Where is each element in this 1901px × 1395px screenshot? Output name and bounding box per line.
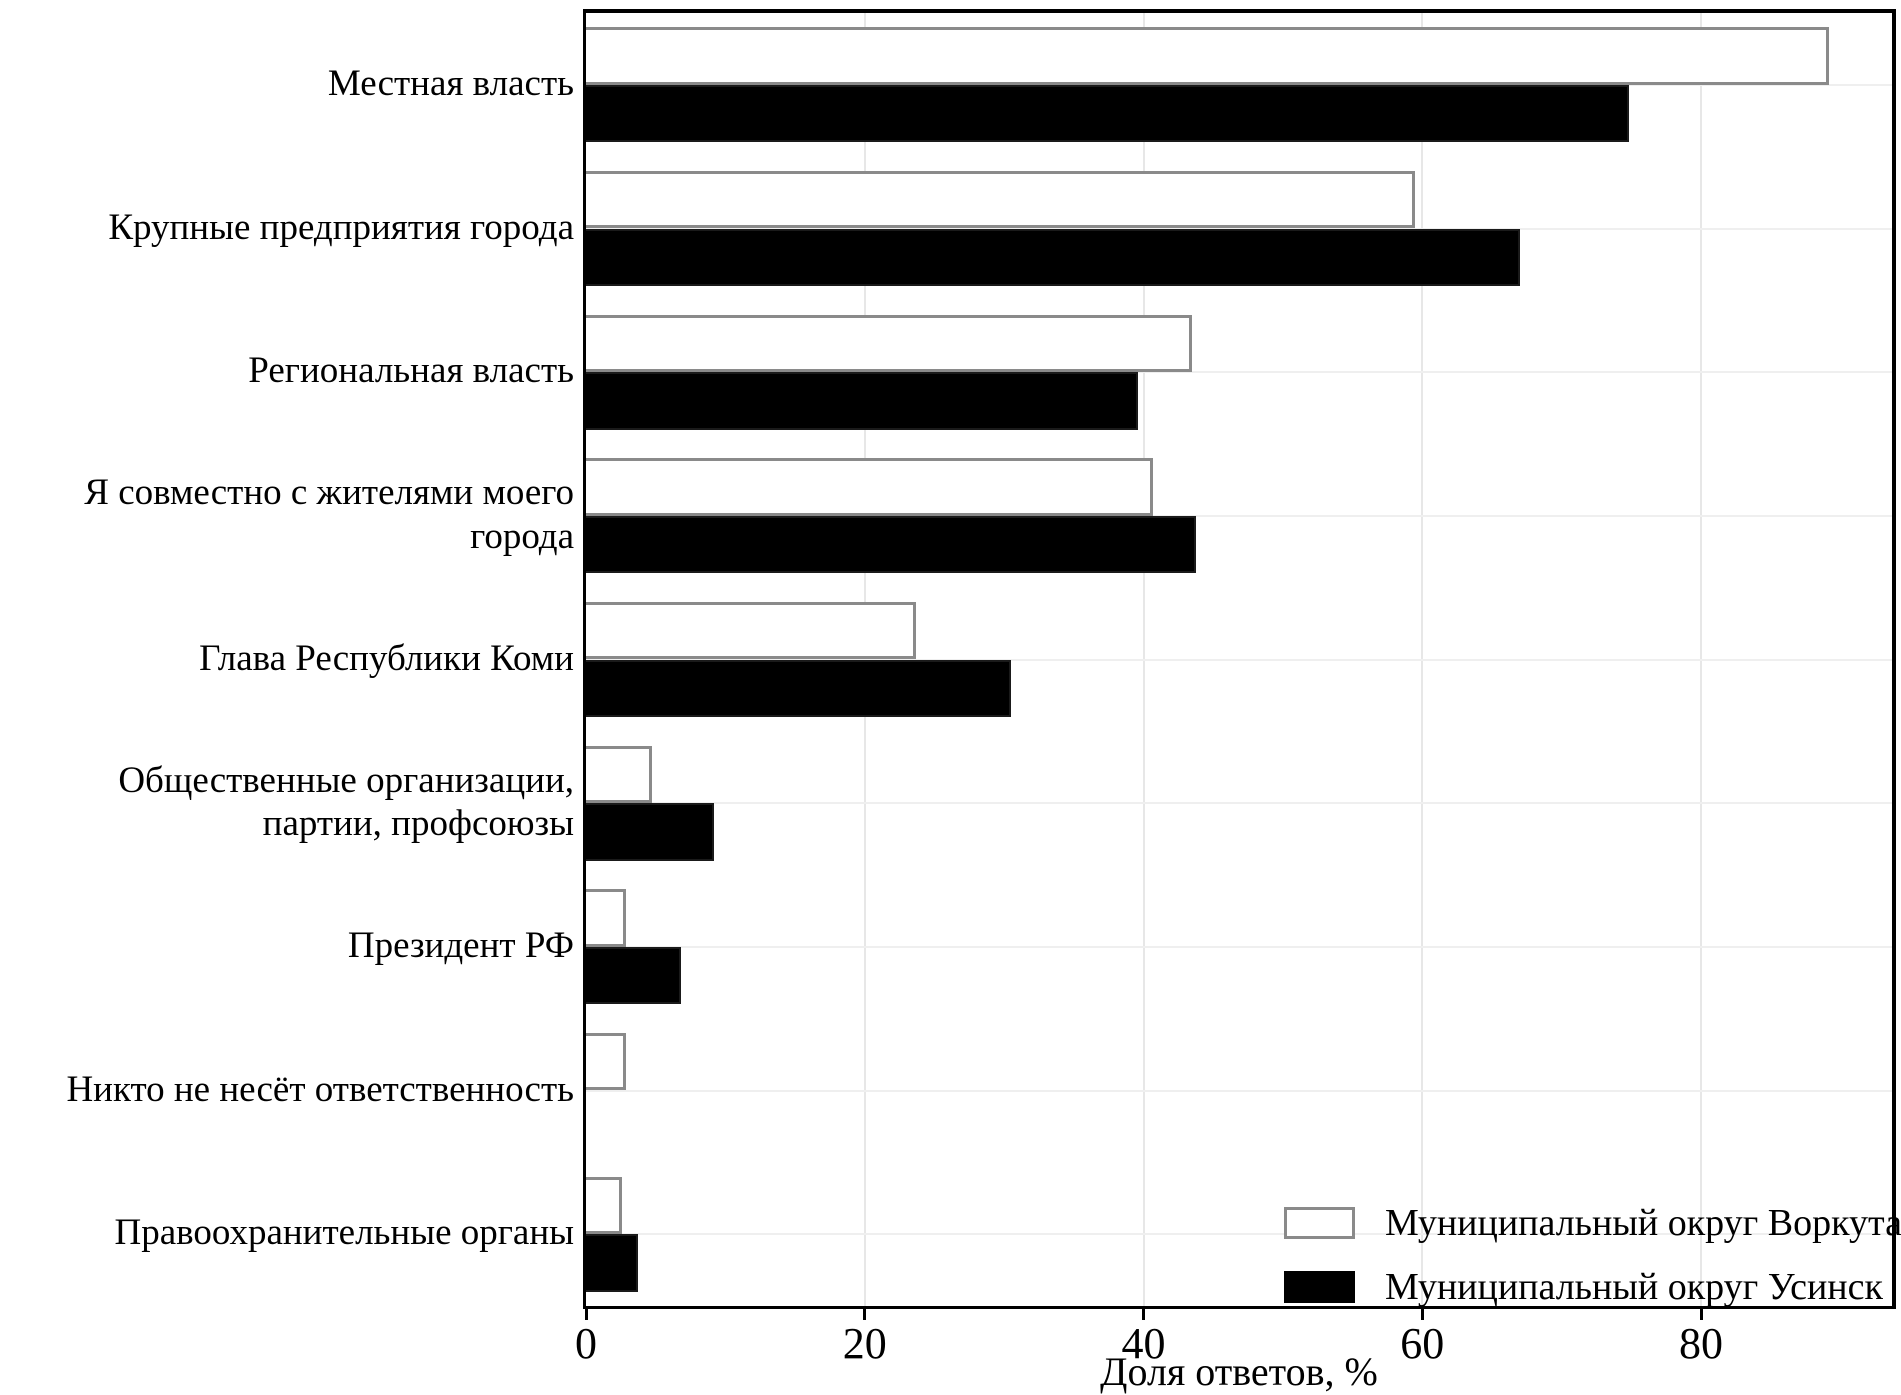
bar-usinsk-3 <box>586 515 1197 574</box>
legend: Муниципальный округ Воркута Муниципальны… <box>1284 1191 1901 1319</box>
bar-vorkuta-1 <box>586 171 1416 229</box>
legend-label-usinsk: Муниципальный округ Усинск <box>1385 1266 1883 1308</box>
x-tickmark-20 <box>863 1306 867 1320</box>
category-label-3: Я совместно с жителями моего города <box>84 472 574 557</box>
bar-vorkuta-4 <box>586 602 917 660</box>
bar-usinsk-1 <box>586 228 1520 286</box>
legend-item-usinsk: Муниципальный округ Усинск <box>1284 1255 1901 1319</box>
gridline-y-5 <box>586 802 1892 805</box>
legend-item-vorkuta: Муниципальный округ Воркута <box>1284 1191 1901 1255</box>
legend-label-vorkuta: Муниципальный округ Воркута <box>1385 1202 1901 1244</box>
x-tickmark-80 <box>1699 1306 1703 1320</box>
category-label-2: Региональная власть <box>248 350 574 392</box>
x-axis-title: Доля ответов, % <box>1100 1349 1378 1394</box>
bar-vorkuta-0 <box>586 27 1830 85</box>
category-label-6: Президент РФ <box>347 925 574 966</box>
bar-vorkuta-8 <box>586 1176 623 1235</box>
gridline-y-4 <box>586 658 1892 661</box>
bar-usinsk-0 <box>586 84 1629 143</box>
bar-vorkuta-7 <box>586 1033 627 1091</box>
bar-usinsk-6 <box>586 946 681 1005</box>
gridline-y-3 <box>586 514 1892 517</box>
x-ticklabel-80: 80 <box>1679 1319 1724 1368</box>
x-ticklabel-60: 60 <box>1400 1319 1445 1368</box>
bar-usinsk-2 <box>586 372 1138 430</box>
bar-vorkuta-5 <box>586 745 652 804</box>
plot-area: Муниципальный округ Воркута Муниципальны… <box>583 9 1901 1309</box>
bar-vorkuta-6 <box>586 889 627 947</box>
bar-vorkuta-3 <box>586 458 1154 516</box>
category-label-4: Глава Республики Коми <box>199 637 574 679</box>
x-ticklabel-0: 0 <box>575 1319 597 1368</box>
category-label-5: Общественные организации, партии, профсо… <box>118 759 574 845</box>
category-label-1: Крупные предприятия города <box>108 206 574 248</box>
legend-swatch-vorkuta <box>1284 1207 1355 1239</box>
category-label-7: Никто не несёт ответственность <box>66 1068 574 1110</box>
bar-usinsk-8 <box>586 1234 638 1292</box>
x-tickmark-60 <box>1420 1306 1424 1320</box>
bar-usinsk-5 <box>586 803 715 861</box>
x-tickmark-40 <box>1142 1306 1146 1320</box>
x-ticklabel-20: 20 <box>842 1319 887 1368</box>
category-label-8: Правоохранительные органы <box>114 1212 574 1254</box>
x-ticklabel-40: 40 <box>1121 1319 1166 1368</box>
x-tickmark-0 <box>584 1306 588 1320</box>
gridline-y-7 <box>586 1089 1892 1092</box>
bar-vorkuta-2 <box>586 314 1193 373</box>
gridline-y-8 <box>586 1233 1892 1236</box>
category-label-0: Местная власть <box>327 63 574 104</box>
gridline-y-6 <box>586 945 1892 948</box>
legend-swatch-usinsk <box>1284 1271 1355 1303</box>
bar-usinsk-4 <box>586 659 1012 717</box>
gridline-y-2 <box>586 371 1892 374</box>
